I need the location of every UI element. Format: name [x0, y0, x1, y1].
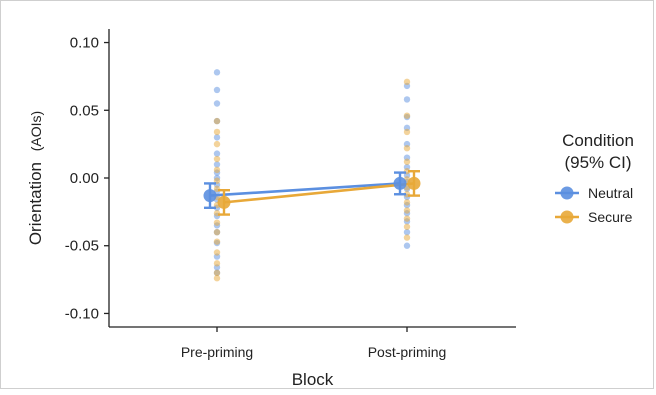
raw-point-secure — [214, 275, 220, 281]
raw-point-secure — [404, 145, 410, 151]
raw-point-neutral — [214, 100, 220, 106]
raw-point-secure — [404, 159, 410, 165]
y-axis-title: Orientation (AOIs) — [26, 111, 45, 245]
legend-items: Neutral Secure — [555, 185, 633, 225]
legend-key-marker — [561, 187, 574, 200]
x-tick-label: Post-priming — [368, 344, 447, 360]
raw-point-neutral — [214, 69, 220, 75]
y-tick-label: 0.00 — [70, 170, 99, 187]
raw-point-secure — [404, 79, 410, 85]
legend-entry-label: Secure — [588, 209, 633, 225]
legend-title-line2: (95% CI) — [564, 153, 631, 172]
raw-point-secure — [214, 249, 220, 255]
raw-point-secure — [214, 167, 220, 173]
raw-point-secure — [404, 215, 410, 221]
raw-point-secure — [404, 234, 410, 240]
legend-entry-label: Neutral — [588, 185, 633, 201]
raw-point-neutral — [404, 243, 410, 249]
legend-item-secure: Secure — [555, 209, 633, 225]
raw-point-secure — [214, 229, 220, 235]
x-axis-title: Block — [292, 370, 334, 389]
raw-point-secure — [214, 141, 220, 147]
raw-point-secure — [404, 129, 410, 135]
legend: Condition (95% CI) Neutral Secure — [555, 131, 634, 225]
raw-point-secure — [214, 156, 220, 162]
mean-point-secure — [218, 196, 231, 209]
raw-point-neutral — [404, 96, 410, 102]
raw-point-secure — [404, 199, 410, 205]
legend-key-marker — [561, 211, 574, 224]
mean-point-neutral — [204, 189, 217, 202]
x-tick-label: Pre-priming — [181, 344, 253, 360]
mean-lines — [210, 183, 414, 202]
y-axis-title-main: Orientation — [26, 162, 45, 245]
y-tick-label: 0.10 — [70, 35, 99, 52]
raw-point-neutral — [214, 87, 220, 93]
raw-point-secure — [404, 224, 410, 230]
raw-point-secure — [404, 207, 410, 213]
raw-points — [214, 69, 410, 281]
y-tick-label: -0.10 — [65, 305, 99, 322]
y-tick-label: -0.05 — [65, 238, 99, 255]
raw-point-secure — [214, 220, 220, 226]
legend-item-neutral: Neutral — [555, 185, 633, 201]
raw-point-secure — [214, 129, 220, 135]
y-axis-title-unit: (AOIs) — [28, 111, 44, 151]
mean-point-neutral — [394, 177, 407, 190]
x-ticks: Pre-priming Post-priming — [181, 327, 446, 360]
raw-point-secure — [214, 238, 220, 244]
raw-point-secure — [404, 112, 410, 118]
y-ticks: 0.10 0.05 0.00 -0.05 -0.10 — [65, 35, 109, 323]
y-tick-label: 0.05 — [70, 102, 99, 119]
mean-point-secure — [408, 177, 421, 190]
axes — [109, 29, 516, 327]
raw-point-secure — [214, 260, 220, 266]
raw-point-secure — [214, 118, 220, 124]
legend-title-line1: Condition — [562, 131, 634, 150]
